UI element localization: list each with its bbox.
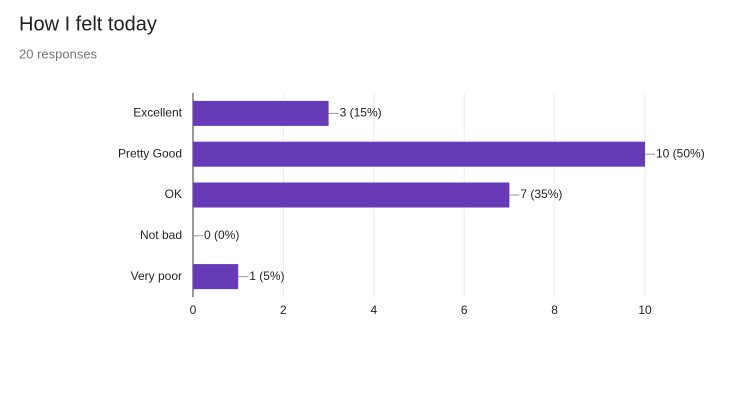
y-tick-label: Very poor	[131, 269, 182, 283]
value-label: 7 (35%)	[520, 187, 562, 201]
value-label: 10 (50%)	[656, 146, 705, 160]
y-tick-label: Excellent	[133, 106, 182, 120]
bar	[193, 100, 329, 126]
chart-subtitle: 20 responses	[19, 46, 98, 61]
value-label: 1 (5%)	[249, 269, 284, 283]
x-tick-label: 8	[551, 303, 558, 317]
y-tick-label: Pretty Good	[118, 146, 182, 160]
value-label: 3 (15%)	[340, 106, 382, 120]
chart-title: How I felt today	[19, 13, 157, 35]
y-tick-label: Not bad	[140, 228, 182, 242]
bar	[193, 264, 239, 290]
x-tick-label: 4	[370, 303, 377, 317]
x-tick-label: 10	[638, 303, 652, 317]
x-tick-label: 0	[190, 303, 197, 317]
x-tick-label: 2	[280, 303, 287, 317]
x-tick-label: 6	[461, 303, 468, 317]
bar	[193, 141, 645, 167]
bar	[193, 182, 510, 208]
y-tick-label: OK	[165, 187, 182, 201]
value-label: 0 (0%)	[204, 228, 239, 242]
